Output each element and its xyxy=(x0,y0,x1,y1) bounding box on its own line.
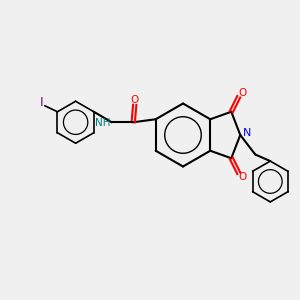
Text: O: O xyxy=(238,172,247,182)
Text: O: O xyxy=(238,88,247,98)
Text: N: N xyxy=(243,128,251,138)
Text: I: I xyxy=(40,96,44,109)
Text: O: O xyxy=(130,95,139,105)
Text: NH: NH xyxy=(95,118,111,128)
